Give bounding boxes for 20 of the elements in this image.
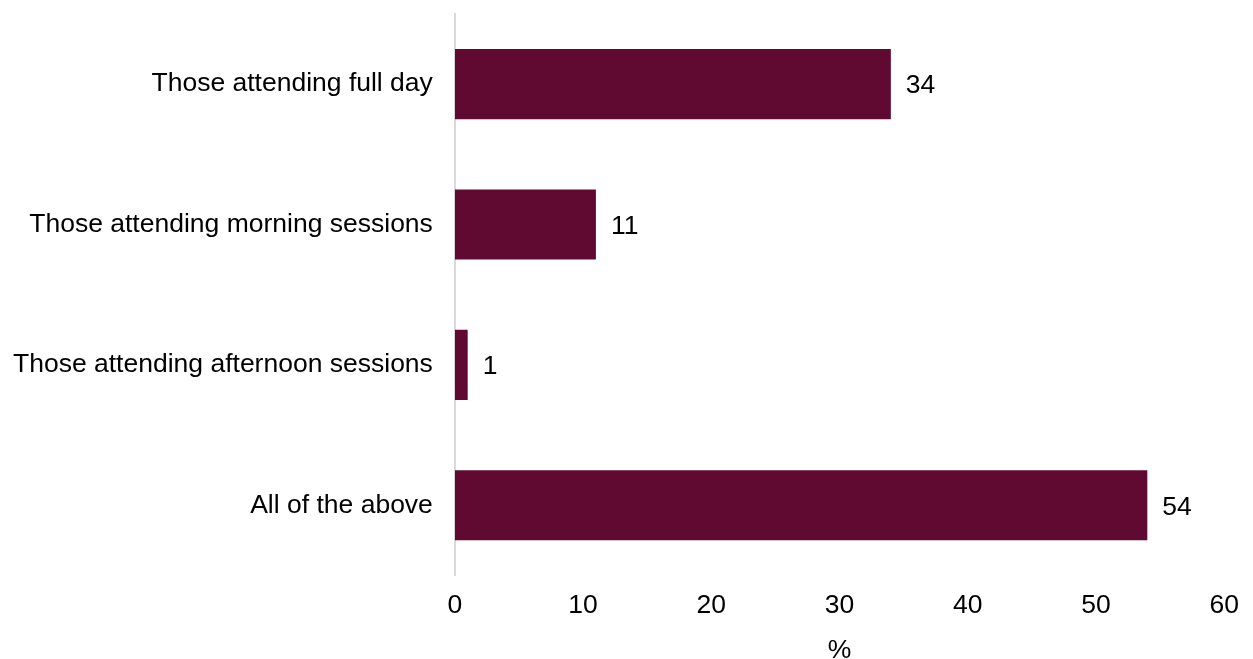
x-tick-label: 30 xyxy=(824,588,855,619)
x-tick-label: 60 xyxy=(1209,588,1239,619)
data-label: 34 xyxy=(905,69,936,100)
y-tick-label: Those attending full day xyxy=(151,67,434,98)
x-tick-label: 10 xyxy=(568,588,598,619)
y-tick-label: Those attending afternoon sessions xyxy=(13,348,433,379)
x-tick-label: 40 xyxy=(953,588,983,619)
bar xyxy=(454,470,1148,541)
data-label: 1 xyxy=(482,350,498,381)
bar xyxy=(454,189,596,260)
x-tick-label: 50 xyxy=(1081,588,1111,619)
x-tick-label: 20 xyxy=(696,588,727,619)
y-tick-label: Those attending morning sessions xyxy=(29,207,433,238)
data-label: 11 xyxy=(610,209,639,240)
y-tick-label: All of the above xyxy=(250,488,433,519)
x-tick-label: 0 xyxy=(447,588,463,619)
x-axis-title: % xyxy=(827,634,852,659)
bar xyxy=(454,329,468,400)
bar xyxy=(454,49,891,120)
data-label: 54 xyxy=(1162,490,1192,521)
